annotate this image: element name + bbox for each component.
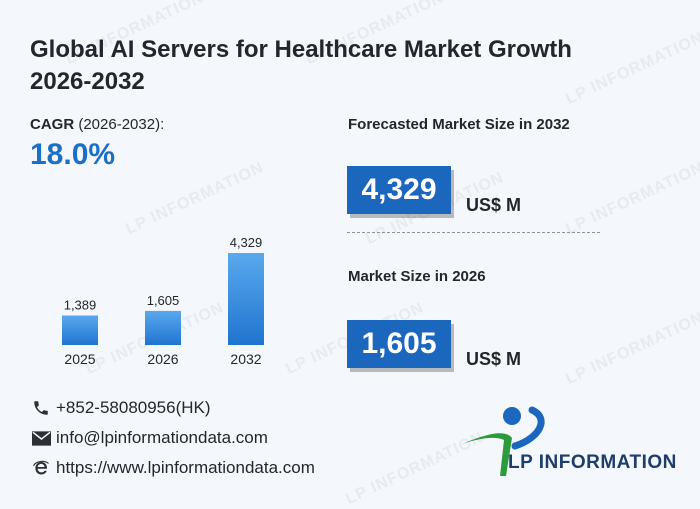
forecast-unit: US$ M	[466, 195, 522, 215]
x-tick-label: 2032	[230, 351, 261, 367]
envelope-icon	[30, 428, 52, 448]
bar-value-label: 1,389	[64, 297, 97, 312]
x-tick-label: 2026	[147, 351, 178, 367]
bar-chart: 1,389 2025 1,605 2026 4,329 2032	[40, 225, 280, 375]
current-value-box: 1,605	[347, 320, 451, 368]
phone-icon	[30, 398, 52, 418]
bar-2025	[62, 315, 98, 345]
forecast-label: Forecasted Market Size in 2032	[348, 116, 570, 133]
forecast-value-box: 4,329	[347, 166, 451, 214]
page-title: Global AI Servers for Healthcare Market …	[30, 36, 572, 95]
watermark: LP INFORMATION	[563, 159, 700, 239]
current-unit: US$ M	[466, 349, 522, 369]
logo-dot-icon	[503, 407, 521, 425]
divider	[347, 232, 600, 233]
bar-2032	[228, 253, 264, 345]
bar-value-label: 4,329	[230, 235, 263, 250]
browser-e-icon	[30, 458, 52, 478]
bar-2026	[145, 310, 181, 345]
phone-text[interactable]: +852-58080956(HK)	[56, 398, 211, 417]
website-text[interactable]: https://www.lpinformationdata.com	[56, 458, 315, 477]
web-contact: https://www.lpinformationdata.com	[30, 458, 315, 478]
phone-contact: +852-58080956(HK)	[30, 398, 211, 418]
current-size-label: Market Size in 2026	[348, 268, 486, 285]
bar-value-label: 1,605	[147, 293, 180, 308]
logo-text: LP INFORMATION	[508, 452, 677, 473]
watermark: LP INFORMATION	[563, 309, 700, 389]
cagr-value: 18.0%	[30, 138, 116, 171]
lp-information-logo	[460, 398, 680, 478]
bar-chart-svg: 1,389 2025 1,605 2026 4,329 2032	[62, 235, 264, 367]
cagr-label: CAGR (2026-2032):	[30, 116, 165, 133]
email-text[interactable]: info@lpinformationdata.com	[56, 428, 268, 447]
x-tick-label: 2025	[64, 351, 95, 367]
email-contact: info@lpinformationdata.com	[30, 428, 268, 448]
